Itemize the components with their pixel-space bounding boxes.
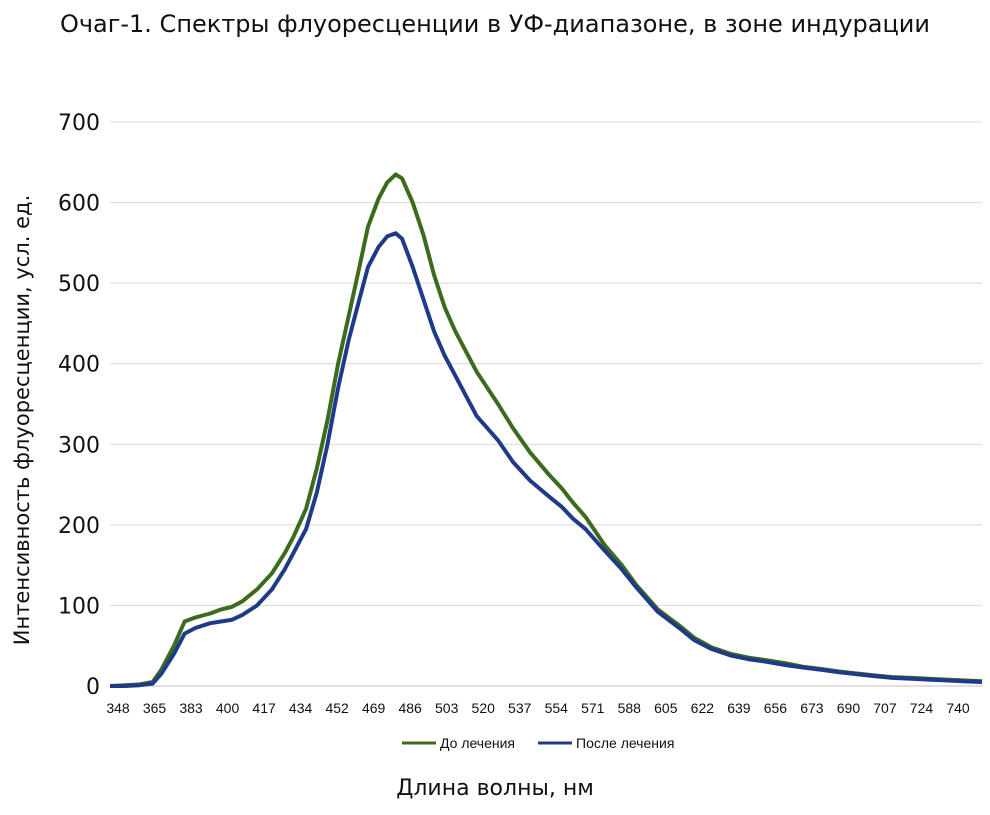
x-tick-label: 434 xyxy=(289,700,313,716)
x-tick-label: 639 xyxy=(727,700,751,716)
series-line-2 xyxy=(110,231,983,688)
x-tick-label: 605 xyxy=(654,700,678,716)
legend-label-2[interactable]: После лечения xyxy=(576,735,674,751)
y-tick-label: 400 xyxy=(58,353,100,378)
x-tick-label: 503 xyxy=(435,700,459,716)
x-tick-label: 571 xyxy=(581,700,605,716)
x-tick-label: 673 xyxy=(800,700,824,716)
series-lines xyxy=(109,172,983,688)
x-tick-label: 537 xyxy=(508,700,532,716)
x-tick-label: 656 xyxy=(764,700,788,716)
x-tick-label: 400 xyxy=(216,700,240,716)
x-axis-label: Длина волны, нм xyxy=(396,776,594,801)
x-tick-label: 740 xyxy=(946,700,970,716)
y-tick-label: 500 xyxy=(58,272,100,297)
chart-title: Очаг-1. Спектры флуоресценции в УФ-диапа… xyxy=(59,10,930,38)
series-line-1 xyxy=(109,172,983,688)
x-tick-label: 348 xyxy=(106,700,130,716)
y-tick-label: 200 xyxy=(58,514,100,539)
y-tick-label: 0 xyxy=(86,675,100,700)
x-tick-label: 690 xyxy=(837,700,861,716)
gridlines xyxy=(110,121,982,687)
x-tick-label: 365 xyxy=(143,700,167,716)
legend[interactable]: До лечения После лечения xyxy=(402,735,674,751)
x-tick-label: 486 xyxy=(398,700,422,716)
x-tick-label: 417 xyxy=(252,700,276,716)
y-tick-label: 600 xyxy=(58,192,100,217)
x-tick-labels: 348 365 383 400 417 434 452 469 486 503 520 537 554 5… xyxy=(106,700,970,716)
y-tick-label: 300 xyxy=(58,433,100,458)
x-tick-label: 452 xyxy=(325,700,349,716)
x-tick-label: 622 xyxy=(691,700,715,716)
x-tick-label: 724 xyxy=(910,700,934,716)
y-tick-labels: 0 100 200 300 400 500 600 700 xyxy=(58,111,100,700)
x-tick-label: 588 xyxy=(618,700,642,716)
y-tick-label: 700 xyxy=(58,111,100,136)
x-tick-label: 520 xyxy=(472,700,496,716)
legend-label-1[interactable]: До лечения xyxy=(440,735,515,751)
x-tick-label: 383 xyxy=(179,700,203,716)
x-tick-label: 707 xyxy=(873,700,897,716)
y-tick-label: 100 xyxy=(58,594,100,619)
x-tick-label: 469 xyxy=(362,700,386,716)
x-tick-label: 554 xyxy=(545,700,569,716)
